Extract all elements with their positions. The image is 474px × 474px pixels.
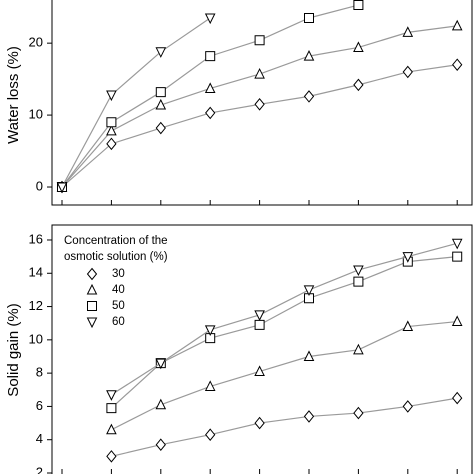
series-line: [110, 256, 458, 409]
data-point: [303, 285, 315, 297]
data-point: [204, 82, 216, 93]
data-point: [254, 365, 265, 376]
data-point: [106, 137, 117, 151]
data-point: [353, 276, 364, 287]
data-point: [106, 450, 117, 463]
series-line: [111, 242, 458, 396]
data-point: [303, 350, 315, 361]
data-point: [402, 252, 414, 263]
y-axis-label: Solid gain (%): [5, 303, 22, 396]
data-point: [205, 106, 216, 120]
data-point: [353, 265, 364, 277]
series-line: [61, 17, 211, 188]
plot-area: [106, 238, 463, 463]
data-point: [402, 65, 413, 79]
data-point: [303, 90, 315, 103]
data-point: [56, 182, 68, 194]
y-tick-label: 16: [29, 231, 43, 246]
legend-marker: [86, 283, 98, 295]
data-point: [155, 358, 167, 370]
data-point: [205, 51, 216, 62]
data-point: [106, 124, 117, 136]
data-point: [303, 49, 315, 61]
data-point: [353, 406, 364, 420]
data-point: [205, 333, 216, 344]
data-point: [254, 35, 265, 46]
data-point: [304, 12, 314, 23]
data-point: [402, 26, 414, 37]
plot-frame: [51, 0, 473, 206]
data-point: [353, 0, 364, 11]
y-tick-label: 0: [36, 178, 43, 193]
data-point: [303, 410, 315, 423]
data-point: [155, 121, 166, 135]
data-point: [106, 390, 117, 401]
data-point: [353, 343, 364, 355]
data-point: [452, 251, 463, 262]
y-tick-label: 2: [36, 464, 43, 474]
legend-marker: [87, 301, 97, 311]
data-point: [254, 319, 265, 330]
data-point: [451, 238, 463, 250]
legend-label: 50: [112, 300, 125, 312]
data-point: [106, 90, 117, 102]
data-point: [106, 423, 117, 435]
legend-label: 30: [112, 268, 125, 280]
data-point: [155, 398, 167, 410]
data-point: [254, 416, 265, 430]
data-point: [155, 98, 167, 110]
series-line: [61, 4, 359, 188]
legend-marker: [86, 267, 98, 281]
y-tick-label: 6: [36, 398, 43, 413]
y-tick-label: 8: [36, 365, 43, 380]
data-point: [155, 47, 167, 58]
series-line: [111, 320, 458, 431]
data-point: [205, 428, 216, 442]
y-axis-label: Water loss (%): [5, 46, 22, 144]
data-point: [402, 320, 414, 332]
data-point: [452, 391, 463, 405]
data-point: [254, 67, 265, 79]
legend-label: 40: [112, 284, 125, 296]
data-point: [353, 41, 364, 52]
y-tick-label: 12: [29, 298, 43, 313]
data-point: [204, 13, 216, 25]
y-tick-label: 4: [36, 431, 43, 446]
y-tick-label: 10: [29, 107, 43, 122]
legend-label: 60: [112, 316, 125, 328]
plot-area: [56, 0, 463, 194]
data-point: [402, 400, 413, 413]
data-point: [254, 98, 265, 111]
data-point: [204, 325, 216, 336]
data-point: [155, 87, 166, 98]
data-point: [452, 58, 463, 72]
data-point: [106, 403, 117, 414]
y-tick-label: 20: [29, 35, 43, 50]
data-point: [304, 293, 314, 304]
data-point: [451, 19, 463, 31]
data-point: [155, 438, 166, 451]
data-point: [451, 315, 463, 327]
legend-marker: [86, 317, 98, 329]
plot-frame: [51, 224, 473, 474]
data-point: [106, 117, 117, 128]
data-point: [204, 380, 216, 391]
data-point: [254, 310, 265, 321]
data-point: [353, 78, 364, 92]
legend-title: osmotic solution (%): [64, 251, 168, 263]
y-tick-label: 10: [29, 331, 43, 346]
y-tick-label: 14: [29, 265, 43, 280]
series-line: [111, 397, 458, 457]
legend-title: Concentration of the: [64, 235, 168, 247]
